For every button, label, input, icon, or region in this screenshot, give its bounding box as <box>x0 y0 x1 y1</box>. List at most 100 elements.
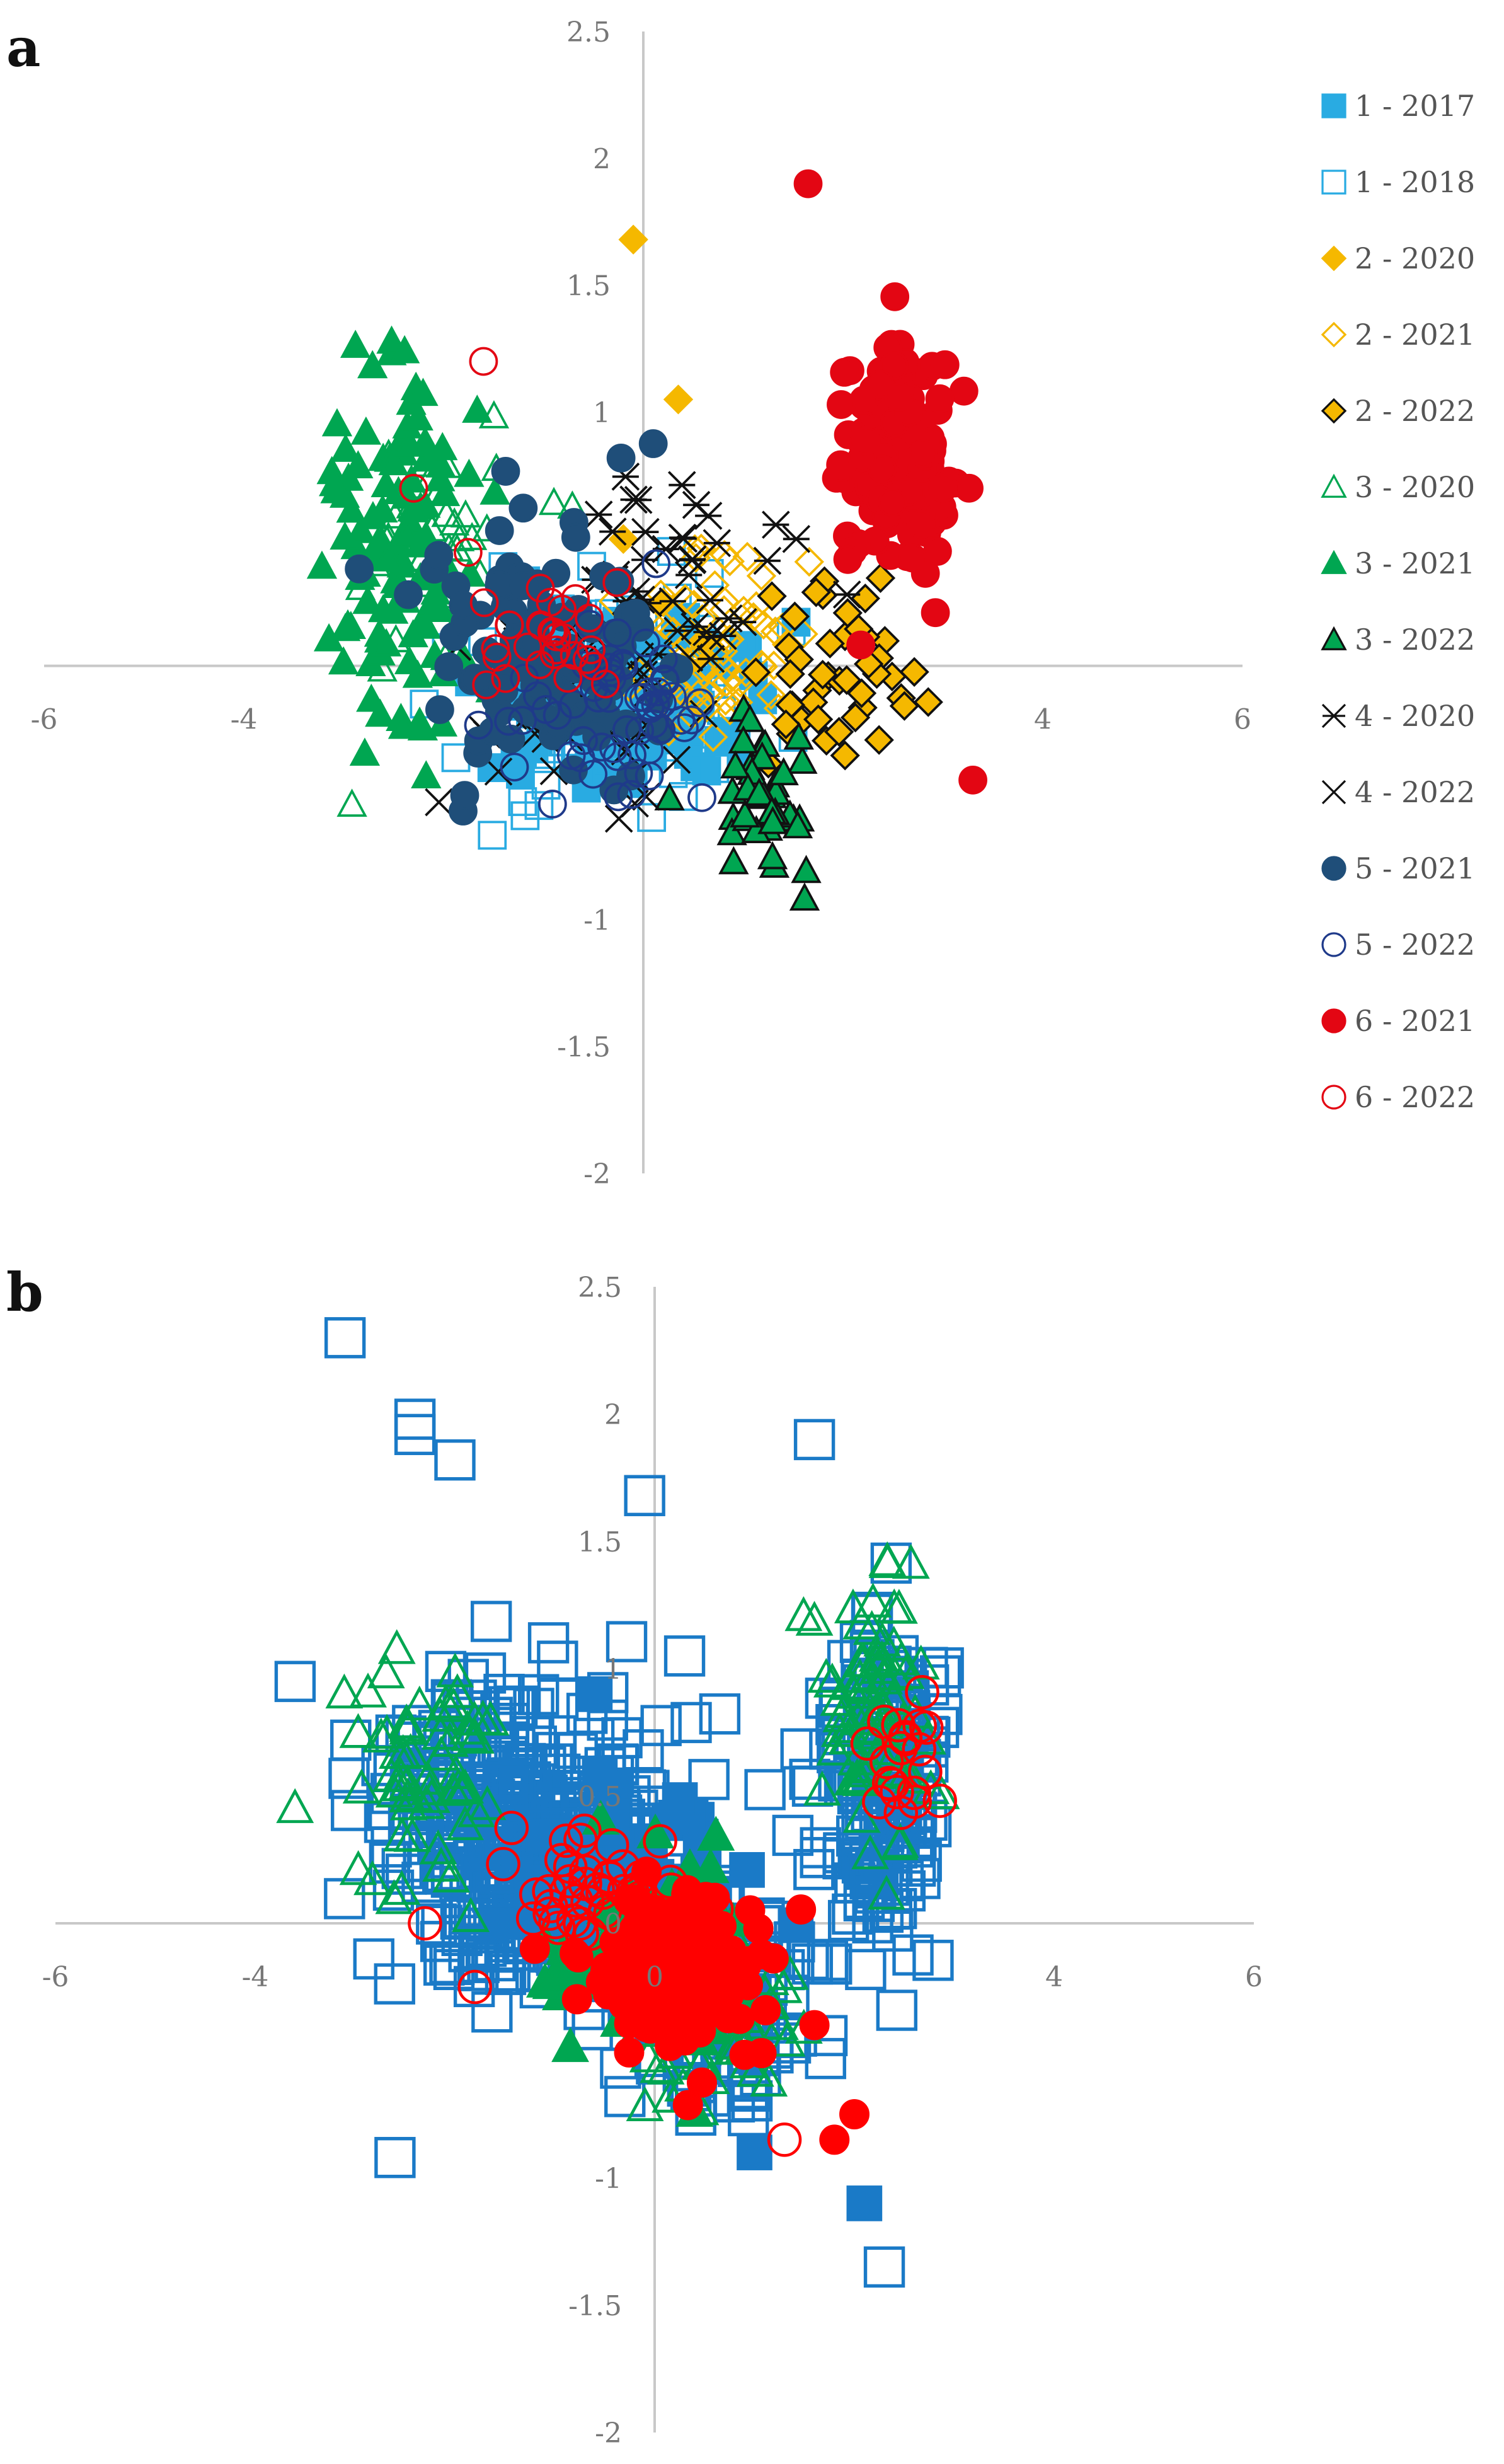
data-point <box>486 1736 529 1778</box>
data-point <box>572 645 602 674</box>
data-point <box>339 1713 377 1748</box>
data-point <box>696 645 725 673</box>
data-point <box>732 541 762 572</box>
data-point <box>625 716 655 746</box>
data-point <box>452 1897 490 1932</box>
data-point <box>553 664 583 693</box>
legend-item: 3 - 2021 <box>1321 546 1475 580</box>
data-point <box>370 1826 412 1868</box>
data-point <box>382 1870 421 1905</box>
data-point <box>367 1653 405 1689</box>
data-point <box>446 1768 485 1804</box>
legend-marker <box>1321 170 1346 195</box>
data-point <box>494 1811 529 1845</box>
data-point <box>389 335 420 364</box>
data-point <box>791 855 822 884</box>
data-point <box>440 1808 483 1850</box>
data-point <box>463 1830 505 1872</box>
legend-label: 4 - 2020 <box>1355 699 1475 733</box>
data-point <box>353 1938 394 1980</box>
data-point <box>857 1691 895 1727</box>
legend-label: 6 - 2022 <box>1355 1080 1475 1114</box>
data-point <box>852 1609 891 1645</box>
data-point <box>561 1984 592 2015</box>
data-point <box>446 1805 484 1841</box>
data-point <box>658 759 688 788</box>
data-point <box>306 550 338 579</box>
data-point <box>737 2134 772 2170</box>
data-point <box>717 662 748 693</box>
data-point <box>500 752 529 782</box>
data-point <box>453 1966 495 2008</box>
legend-marker <box>1321 321 1347 348</box>
data-point <box>357 350 388 379</box>
y-tick-label: -1 <box>595 2163 622 2195</box>
data-point <box>602 568 632 597</box>
data-point <box>880 282 910 311</box>
data-point <box>664 1894 699 1928</box>
data-point <box>340 330 371 358</box>
data-point <box>457 1792 495 1828</box>
data-point <box>637 803 667 832</box>
data-point <box>561 522 590 552</box>
data-point <box>663 616 692 645</box>
data-point <box>631 628 660 658</box>
data-point <box>658 587 687 616</box>
data-point <box>478 820 507 850</box>
data-point <box>698 722 728 752</box>
y-tick-label: 2 <box>604 1399 622 1431</box>
data-point <box>771 709 801 740</box>
data-point <box>624 486 653 514</box>
data-point <box>422 1846 461 1882</box>
data-point <box>425 594 457 623</box>
data-point <box>692 756 721 786</box>
data-point <box>365 698 396 727</box>
data-point <box>885 383 914 412</box>
data-point <box>751 1960 789 1996</box>
data-point <box>472 670 502 699</box>
legend-item: 2 - 2021 <box>1321 318 1475 352</box>
data-point <box>378 447 409 476</box>
data-point <box>419 1829 457 1865</box>
data-point <box>427 1684 465 1719</box>
data-point <box>955 473 984 503</box>
data-point <box>735 703 766 732</box>
data-point <box>400 1685 439 1721</box>
data-point <box>641 549 671 579</box>
legend-marker <box>1321 245 1347 272</box>
legend-marker <box>1321 93 1346 118</box>
data-point <box>352 585 383 614</box>
data-point <box>646 715 676 744</box>
data-point <box>491 1757 534 1799</box>
data-point <box>606 443 636 473</box>
legend-marker <box>1321 398 1347 424</box>
data-point <box>898 543 927 573</box>
data-point <box>876 1989 918 2031</box>
data-point <box>880 1775 914 1809</box>
data-point <box>439 507 470 536</box>
data-point <box>542 710 572 739</box>
data-point <box>779 601 810 631</box>
data-point <box>539 1753 581 1795</box>
x-tick-label: -4 <box>231 704 258 736</box>
data-point <box>949 376 979 406</box>
y-tick-label: -2 <box>595 2417 622 2450</box>
data-point <box>832 665 862 695</box>
data-point <box>621 599 650 628</box>
data-point <box>728 607 757 636</box>
data-point <box>839 1700 877 1736</box>
data-point <box>626 2086 664 2121</box>
data-point <box>864 725 894 755</box>
data-point <box>598 517 627 546</box>
data-point <box>398 619 428 648</box>
data-point <box>542 701 572 730</box>
legend-item: 5 - 2021 <box>1321 851 1475 885</box>
data-point <box>694 559 724 588</box>
y-tick-label: 1 <box>593 397 611 429</box>
data-point <box>805 2037 846 2080</box>
data-point <box>387 710 419 739</box>
legend-item: 4 - 2022 <box>1321 775 1475 809</box>
y-tick-label: -2 <box>583 1158 611 1190</box>
data-point <box>842 1604 881 1640</box>
data-point <box>407 1784 445 1819</box>
